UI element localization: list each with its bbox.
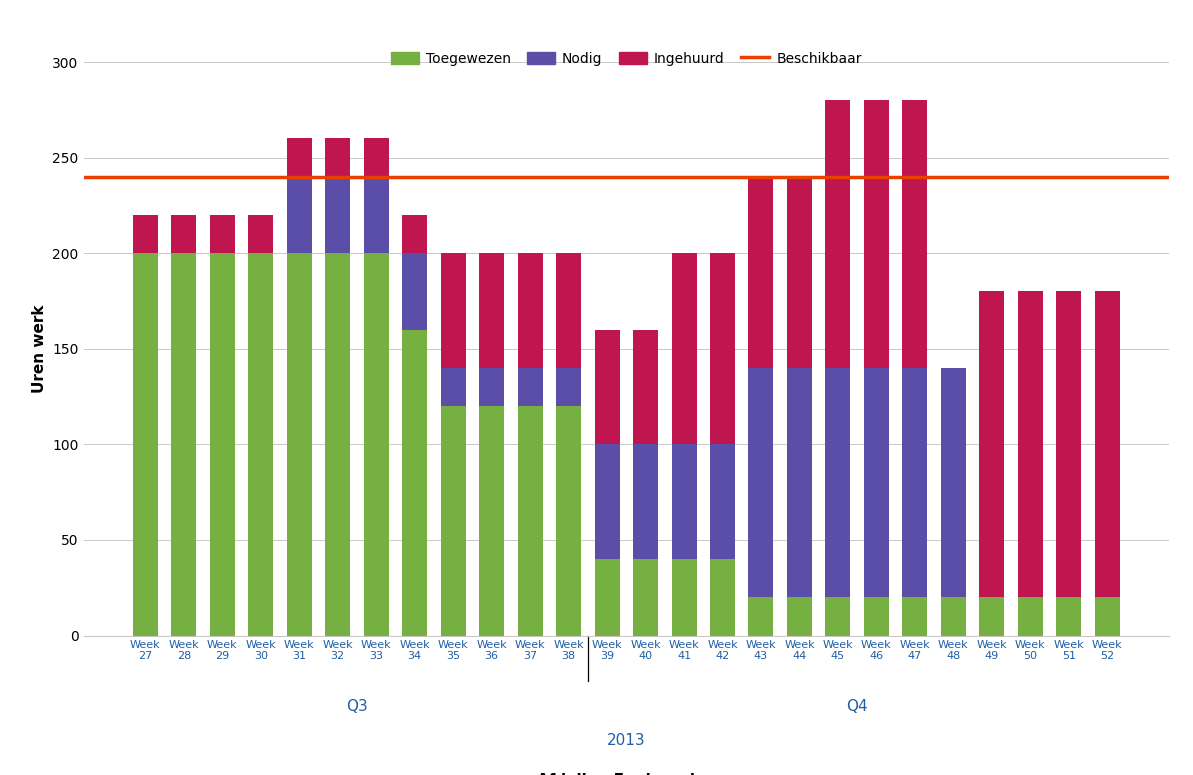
Bar — [594, 444, 619, 559]
Bar — [402, 329, 427, 636]
Text: Q3: Q3 — [346, 698, 367, 714]
Bar — [864, 100, 889, 368]
Bar — [480, 368, 505, 406]
Text: Q4: Q4 — [846, 698, 869, 714]
Bar — [440, 368, 465, 406]
Bar — [132, 215, 157, 253]
Bar — [440, 253, 465, 368]
Bar — [826, 368, 851, 598]
Bar — [518, 368, 543, 406]
Bar — [594, 329, 619, 444]
Bar — [787, 177, 812, 368]
Bar — [594, 559, 619, 636]
Bar — [556, 368, 581, 406]
Bar — [210, 253, 235, 636]
Bar — [286, 253, 311, 636]
Bar — [1018, 291, 1043, 598]
Bar — [248, 253, 273, 636]
Bar — [402, 215, 427, 253]
Bar — [864, 598, 889, 635]
Bar — [748, 368, 773, 598]
Bar — [286, 139, 311, 177]
Bar — [787, 598, 812, 635]
Bar — [1095, 291, 1120, 598]
Bar — [480, 406, 505, 636]
Bar — [210, 215, 235, 253]
Bar — [286, 177, 311, 253]
Bar — [480, 253, 505, 368]
Bar — [402, 253, 427, 329]
Bar — [326, 139, 351, 177]
Bar — [864, 368, 889, 598]
Bar — [710, 253, 735, 444]
Bar — [172, 215, 197, 253]
Bar — [132, 253, 157, 636]
Bar — [248, 215, 273, 253]
Bar — [326, 177, 351, 253]
Bar — [633, 444, 659, 559]
Bar — [710, 559, 735, 636]
Bar — [518, 406, 543, 636]
Bar — [172, 253, 197, 636]
Bar — [826, 598, 851, 635]
Bar — [941, 598, 966, 635]
Bar — [326, 253, 351, 636]
Legend: Toegewezen, Nodig, Ingehuurd, Beschikbaar: Toegewezen, Nodig, Ingehuurd, Beschikbaa… — [385, 46, 867, 71]
Text: 2013: 2013 — [607, 733, 645, 748]
Text: Afdeling Engineering: Afdeling Engineering — [537, 773, 716, 775]
Bar — [364, 139, 389, 177]
Bar — [979, 598, 1005, 635]
Bar — [902, 598, 927, 635]
Bar — [672, 559, 697, 636]
Bar — [364, 253, 389, 636]
Bar — [902, 100, 927, 368]
Bar — [1056, 291, 1081, 598]
Bar — [440, 406, 465, 636]
Bar — [748, 177, 773, 368]
Bar — [364, 177, 389, 253]
Bar — [1056, 598, 1081, 635]
Bar — [633, 329, 659, 444]
Bar — [979, 291, 1005, 598]
Bar — [1095, 598, 1120, 635]
Y-axis label: Uren werk: Uren werk — [32, 305, 47, 393]
Bar — [556, 406, 581, 636]
Bar — [941, 368, 966, 598]
Bar — [672, 253, 697, 444]
Bar — [633, 559, 659, 636]
Bar — [1018, 598, 1043, 635]
Bar — [672, 444, 697, 559]
Bar — [748, 598, 773, 635]
Bar — [556, 253, 581, 368]
Bar — [518, 253, 543, 368]
Bar — [826, 100, 851, 368]
Bar — [902, 368, 927, 598]
Bar — [787, 368, 812, 598]
Bar — [710, 444, 735, 559]
